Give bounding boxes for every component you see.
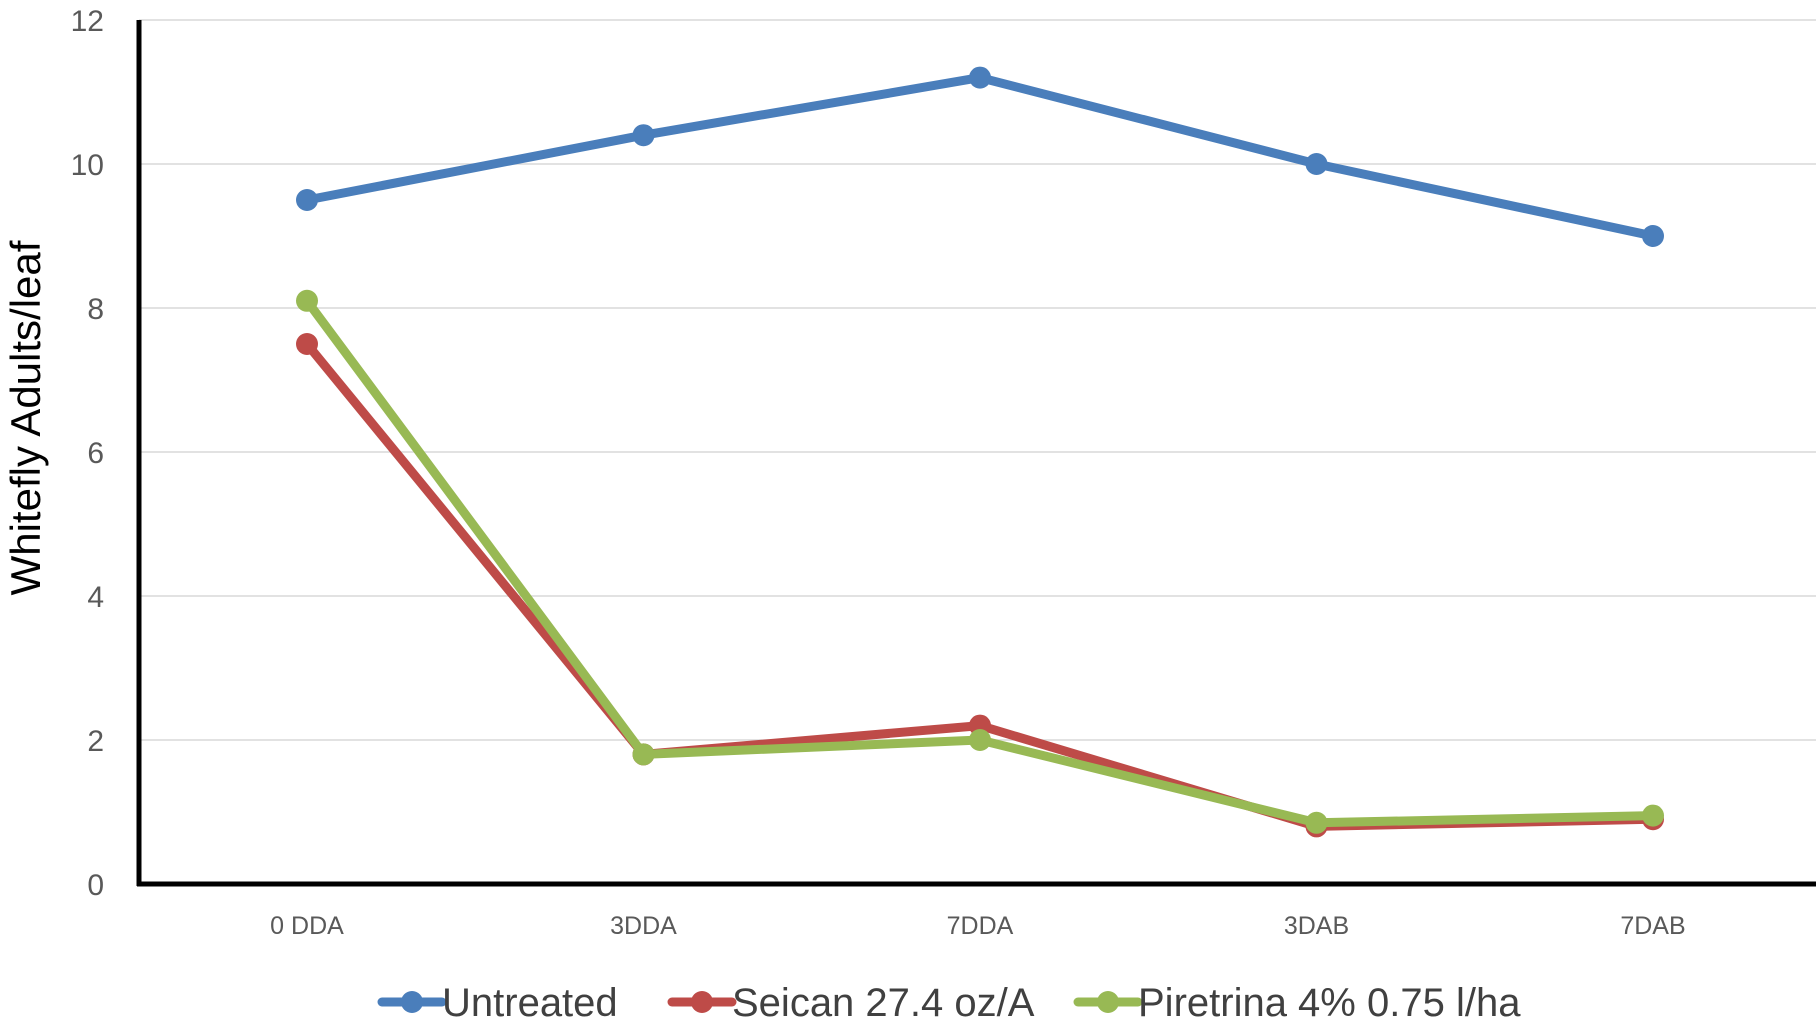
x-tick-label: 7DAB [1620, 912, 1685, 940]
y-tick-label: 8 [87, 293, 104, 326]
y-tick-label: 12 [71, 5, 104, 38]
gridlines [139, 19, 1816, 741]
series-2 [296, 333, 1664, 838]
x-tick-label: 0 DDA [270, 912, 344, 940]
data-point [969, 66, 991, 89]
legend-item: Piretrina 4% 0.75 l/ha [1073, 981, 1521, 1024]
data-point [1642, 225, 1664, 247]
x-tick-label: 3DDA [610, 912, 677, 940]
y-tick-label: 10 [71, 149, 104, 182]
legend-marker [1097, 991, 1119, 1013]
y-tick-labels: 0 2 4 6 8 10 12 [71, 5, 104, 902]
legend-label: Seican 27.4 oz/A [732, 981, 1035, 1024]
axes [136, 20, 1816, 887]
series-3 [296, 289, 1664, 834]
data-point [632, 124, 655, 147]
data-point [969, 729, 991, 751]
x-tick-label: 3DAB [1284, 912, 1349, 940]
series-lines [296, 66, 1664, 838]
y-tick-label: 2 [87, 725, 104, 758]
data-point [632, 743, 655, 766]
data-point [296, 189, 318, 211]
x-tick-labels: 0 DDA 3DDA 7DDA 3DAB 7DAB [270, 912, 1685, 940]
x-tick-label: 7DDA [947, 912, 1014, 940]
data-point [1305, 811, 1328, 834]
y-tick-label: 6 [87, 437, 104, 470]
series-1 [296, 66, 1664, 247]
data-point [1642, 804, 1664, 827]
legend: Untreated Seican 27.4 oz/A Piretrina 4% 0.… [377, 981, 1521, 1024]
legend-item: Untreated [377, 981, 618, 1024]
legend-item: Seican 27.4 oz/A [667, 981, 1035, 1024]
legend-marker [691, 991, 713, 1013]
y-axis-label: Whitefly Adults/leaf [2, 240, 49, 595]
series-line [302, 73, 1658, 241]
legend-marker [401, 991, 423, 1013]
data-point [296, 289, 318, 312]
y-tick-label: 0 [87, 869, 104, 902]
legend-label: Untreated [442, 981, 618, 1024]
legend-label: Piretrina 4% 0.75 l/ha [1138, 981, 1521, 1024]
data-point [1305, 153, 1328, 175]
series-line [302, 339, 1658, 831]
data-point [296, 333, 318, 355]
y-tick-label: 4 [87, 581, 104, 614]
